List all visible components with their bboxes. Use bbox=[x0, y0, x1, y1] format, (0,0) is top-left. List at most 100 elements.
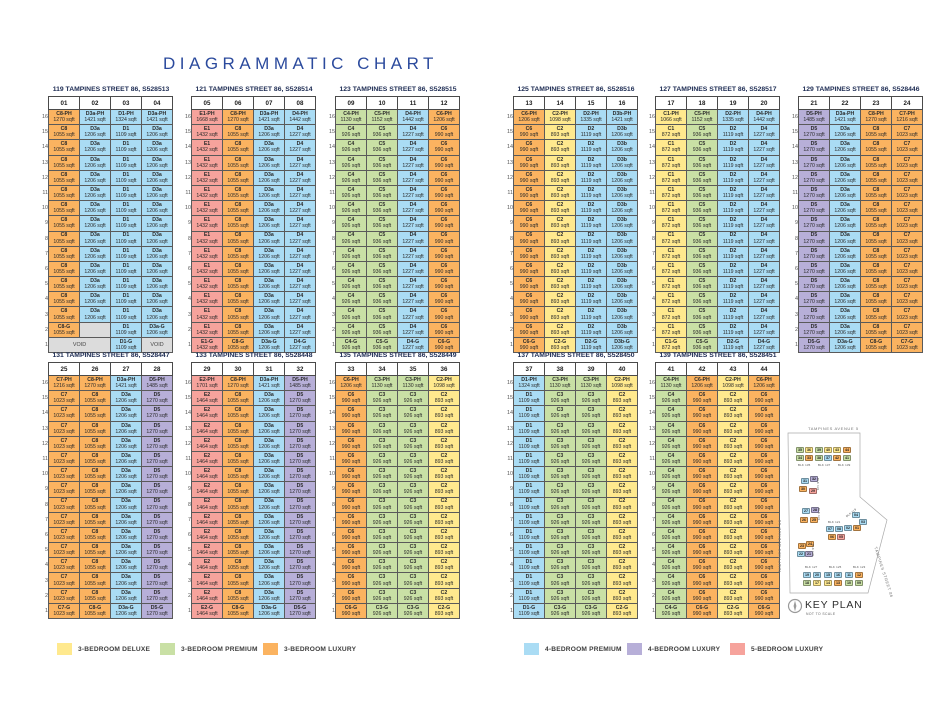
floor-label: 13 bbox=[645, 155, 656, 171]
unit-type: C1 bbox=[667, 262, 675, 269]
unit-cell: C8 1055 sqft bbox=[48, 154, 80, 171]
unit-cell: C8 1055 sqft bbox=[860, 124, 892, 141]
unit-cell: C2 893 sqft bbox=[606, 572, 638, 589]
unit-cell: E1-PH 1668 sqft bbox=[191, 108, 223, 126]
unit-area: 893 sqft bbox=[434, 443, 454, 450]
unit-type: D5 bbox=[153, 392, 161, 399]
unit-cell: C3 926 sqft bbox=[544, 390, 576, 407]
floor-row: 11 C1 872 sqft C5 936 sqft D2 1119 sqft D4 1227 … bbox=[645, 184, 780, 202]
unit-cell: C3 926 sqft bbox=[544, 542, 576, 559]
unit-type: C6 bbox=[440, 141, 448, 148]
floor-row: 13 E1 1432 sqft C8 1055 sqft D3a 1206 sqft D4 12… bbox=[181, 154, 316, 171]
unit-cell: C4 926 sqft bbox=[335, 230, 367, 247]
unit-type: C6 bbox=[440, 156, 448, 163]
unit-cell: C8 1055 sqft bbox=[222, 572, 254, 589]
unit-area: 1055 sqft bbox=[227, 238, 249, 245]
unit-cell: C8 1055 sqft bbox=[222, 450, 254, 468]
unit-area: 1055 sqft bbox=[865, 344, 887, 351]
unit-type: D3a bbox=[152, 232, 162, 239]
unit-area: 990 sqft bbox=[341, 565, 361, 572]
floor-row: 3 C1 872 sqft C5 936 sqft D2 1119 sqft D4 1227 s… bbox=[645, 306, 780, 323]
unit-type: C8 bbox=[91, 452, 99, 459]
unit-area: 926 sqft bbox=[661, 489, 681, 496]
unit-cell: C3 926 sqft bbox=[397, 542, 429, 559]
unit-type: D3b bbox=[617, 171, 627, 178]
unit-cell: D2 1119 sqft bbox=[575, 139, 607, 156]
block-title: 119 TAMPINES STREET 86, S528513 bbox=[52, 86, 170, 93]
floor-label: 6 bbox=[645, 261, 656, 277]
floor-label: 12 bbox=[325, 436, 336, 452]
unit-type: C6 bbox=[347, 559, 355, 566]
unit-type: D4-PH bbox=[756, 110, 772, 117]
unit-cell: D4 1227 sqft bbox=[748, 200, 780, 217]
unit-type: C8 bbox=[60, 126, 68, 133]
unit-type: C3 bbox=[378, 437, 386, 444]
unit-cell: D3a 1206 sqft bbox=[253, 572, 285, 589]
unit-cell: C6 990 sqft bbox=[748, 542, 780, 559]
unit-area: 1227 sqft bbox=[753, 329, 775, 336]
unit-area: 1270 sqft bbox=[146, 595, 168, 602]
stack-table: 37 38 39 40 16 D1-PH 1324 sqft C3-PH 1130 sqft C3… bbox=[503, 362, 638, 620]
keyplan-stack-chip: 01 bbox=[853, 525, 861, 531]
legend-label: 3-BEDROOM PREMIUM bbox=[181, 645, 258, 653]
unit-area: 990 sqft bbox=[692, 610, 712, 617]
unit-type: D3a bbox=[264, 186, 274, 193]
unit-cell: D2 1119 sqft bbox=[717, 245, 749, 262]
unit-type: D1 bbox=[122, 308, 130, 315]
unit-type: D3a bbox=[264, 407, 274, 414]
unit-cell: C2 893 sqft bbox=[717, 435, 749, 452]
block-131: 131 TAMPINES STREET 86, S528447 25 26 27 28… bbox=[38, 352, 174, 620]
unit-cell: C2 893 sqft bbox=[544, 215, 576, 232]
unit-cell: C3 926 sqft bbox=[575, 572, 607, 589]
unit-type: C4 bbox=[347, 217, 355, 224]
unit-area: 1206 sqft bbox=[258, 489, 280, 496]
unit-cell: D1 1109 sqft bbox=[110, 154, 142, 171]
unit-area: 1023 sqft bbox=[53, 534, 75, 541]
unit-area: 1055 sqft bbox=[227, 413, 249, 420]
unit-type: D5 bbox=[153, 528, 161, 535]
unit-cell: C8-PH 1270 sqft bbox=[48, 108, 80, 126]
floor-label: 13 bbox=[325, 155, 336, 171]
unit-area: 1270 sqft bbox=[146, 428, 168, 435]
floor-row: 10 C4 926 sqft C5 936 sqft D4 1227 sqft C6 990 s… bbox=[325, 200, 460, 217]
legend-3-bedroom: 3-BEDROOM DELUXE 3-BEDROOM PREMIUM 3-BEDRO… bbox=[57, 643, 366, 655]
unit-cell: C8 1055 sqft bbox=[79, 557, 111, 574]
unit-cell: C6 990 sqft bbox=[428, 321, 460, 338]
unit-type: E2 bbox=[203, 483, 211, 490]
unit-area: 1206 sqft bbox=[146, 147, 168, 154]
unit-type: C3 bbox=[378, 422, 386, 429]
unit-type: C6 bbox=[760, 407, 768, 414]
unit-type: C7 bbox=[60, 559, 68, 566]
stack-number: 10 bbox=[366, 96, 398, 110]
unit-type: C2 bbox=[556, 141, 564, 148]
unit-cell: C5 936 sqft bbox=[686, 124, 718, 141]
floor-label: 8 bbox=[503, 497, 514, 513]
floor-row: 6 C6 990 sqft C3 926 sqft C3 926 sqft C2 893 sqf… bbox=[325, 526, 460, 544]
unit-type: D3a bbox=[121, 513, 131, 520]
unit-type: C8 bbox=[872, 278, 880, 285]
unit-cell: C3 926 sqft bbox=[366, 511, 398, 528]
unit-cell: C5 936 sqft bbox=[366, 184, 398, 202]
unit-cell: C8 1055 sqft bbox=[48, 200, 80, 217]
unit-cell: C8-PH 1270 sqft bbox=[222, 108, 254, 126]
unit-area: 1206 sqft bbox=[84, 147, 106, 154]
unit-area: 1206 sqft bbox=[115, 550, 137, 557]
unit-type: D4 bbox=[296, 171, 304, 178]
unit-cell: D3b 1206 sqft bbox=[606, 276, 638, 293]
floor-row: 6 C8 1055 sqft D3a 1206 sqft D1 1109 sqft D3a 12… bbox=[38, 260, 173, 278]
floor-row: 10 C4 926 sqft C6 990 sqft C2 893 sqft C6 990 sq… bbox=[645, 466, 780, 483]
unit-cell: D3a-PH 1421 sqft bbox=[253, 108, 285, 126]
unit-cell: D1 1109 sqft bbox=[513, 420, 545, 437]
unit-type: C5 bbox=[378, 126, 386, 133]
unit-type: D3a bbox=[121, 589, 131, 596]
unit-type: C5 bbox=[698, 171, 706, 178]
unit-area: 936 sqft bbox=[372, 253, 392, 260]
unit-cell: D4 1227 sqft bbox=[397, 321, 429, 338]
unit-cell: E2 1464 sqft bbox=[191, 542, 223, 559]
unit-cell: D3a 1206 sqft bbox=[79, 139, 111, 156]
unit-area: 1206 sqft bbox=[115, 474, 137, 481]
unit-cell: C3 926 sqft bbox=[575, 587, 607, 604]
unit-area: 926 sqft bbox=[661, 595, 681, 602]
unit-cell: D3b 1206 sqft bbox=[606, 230, 638, 247]
unit-area: 1119 sqft bbox=[580, 162, 602, 169]
